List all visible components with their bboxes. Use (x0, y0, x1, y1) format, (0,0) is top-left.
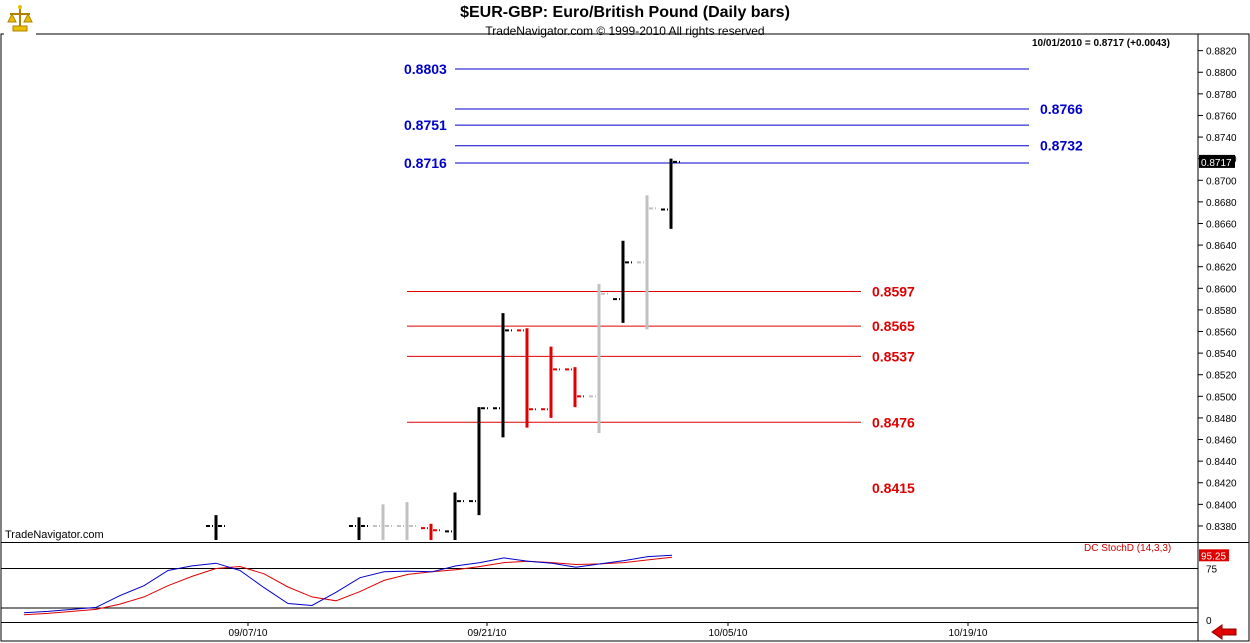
ohlc-bar (613, 240, 632, 323)
indicator-label: DC StochD (14,3,3) (1084, 543, 1172, 554)
level-label: 0.8476 (872, 414, 915, 430)
y-tick-label: 0.8560 (1206, 328, 1237, 339)
stoch-tick-0: 0 (1206, 616, 1212, 627)
ohlc-bar (517, 328, 536, 428)
y-tick-label: 0.8400 (1206, 500, 1237, 511)
y-tick-label: 0.8600 (1206, 284, 1237, 295)
ohlc-bar (349, 517, 368, 540)
ohlc-bar (397, 502, 416, 540)
y-tick-label: 0.8660 (1206, 219, 1237, 230)
ohlc-bar (541, 346, 560, 418)
y-tick-label: 0.8580 (1206, 306, 1237, 317)
level-label: 0.8565 (872, 318, 915, 334)
copyright-subtitle: TradeNavigator.com © 1999-2010 All right… (485, 24, 765, 38)
y-tick-label: 0.8540 (1206, 349, 1237, 360)
y-tick-label: 0.8680 (1206, 198, 1237, 209)
y-tick-label: 0.8640 (1206, 241, 1237, 252)
y-tick-label: 0.8700 (1206, 176, 1237, 187)
y-tick-label: 0.8420 (1206, 479, 1237, 490)
ohlc-bar (206, 515, 225, 540)
level-label: 0.8597 (872, 284, 915, 300)
stoch-value-flag (1199, 549, 1229, 562)
y-tick-label: 0.8440 (1206, 457, 1237, 468)
watermark-text: TradeNavigator.com (5, 529, 104, 541)
stoch-value-label: 95.25 (1201, 551, 1226, 562)
y-tick-label: 0.8820 (1206, 47, 1237, 58)
x-tick-label: 09/07/10 (229, 628, 268, 639)
level-label: 0.8716 (404, 155, 447, 171)
level-label: 0.8751 (404, 117, 447, 133)
ohlc-bar (637, 195, 656, 330)
x-tick-label: 10/05/10 (709, 628, 748, 639)
ohlc-bar (469, 407, 488, 516)
price-axis (1197, 33, 1250, 642)
chart-title: $EUR-GBP: Euro/British Pound (Daily bars… (460, 4, 790, 21)
level-label: 0.8537 (872, 348, 915, 364)
y-tick-label: 0.8740 (1206, 133, 1237, 144)
level-label: 0.8415 (872, 480, 915, 496)
y-tick-label: 0.8800 (1206, 68, 1237, 79)
y-tick-label: 0.8760 (1206, 111, 1237, 122)
y-tick-label: 0.8480 (1206, 414, 1237, 425)
level-label: 0.8766 (1040, 101, 1083, 117)
y-tick-label: 0.8520 (1206, 371, 1237, 382)
x-tick-label: 09/21/10 (468, 628, 507, 639)
ohlc-bar (493, 313, 512, 438)
y-tick-label: 0.8460 (1206, 436, 1237, 447)
y-tick-label: 0.8380 (1206, 522, 1237, 533)
last-price-label: 0.8717 (1201, 158, 1232, 169)
stoch-tick-75: 75 (1206, 565, 1218, 576)
y-tick-label: 0.8620 (1206, 263, 1237, 274)
ohlc-bar (589, 283, 608, 434)
y-tick-label: 0.8500 (1206, 392, 1237, 403)
stoch-k-line (23, 554, 673, 614)
ohlc-bar (445, 492, 464, 540)
level-label: 0.8732 (1040, 138, 1083, 154)
tradenavigator-logo-icon (4, 4, 36, 36)
y-tick-label: 0.8780 (1206, 90, 1237, 101)
ohlc-bar (565, 367, 584, 408)
scroll-left-arrow-icon[interactable] (1210, 624, 1238, 640)
last-price-flag (1199, 154, 1235, 168)
stoch-d-line (23, 556, 673, 616)
ohlc-bar (661, 158, 680, 229)
ohlc-bar (373, 504, 392, 540)
last-quote-readout: 10/01/2010 = 0.8717 (+0.0043) (1032, 38, 1170, 49)
x-tick-label: 10/19/10 (949, 628, 988, 639)
ohlc-bar (421, 523, 440, 540)
level-label: 0.8803 (404, 61, 447, 77)
